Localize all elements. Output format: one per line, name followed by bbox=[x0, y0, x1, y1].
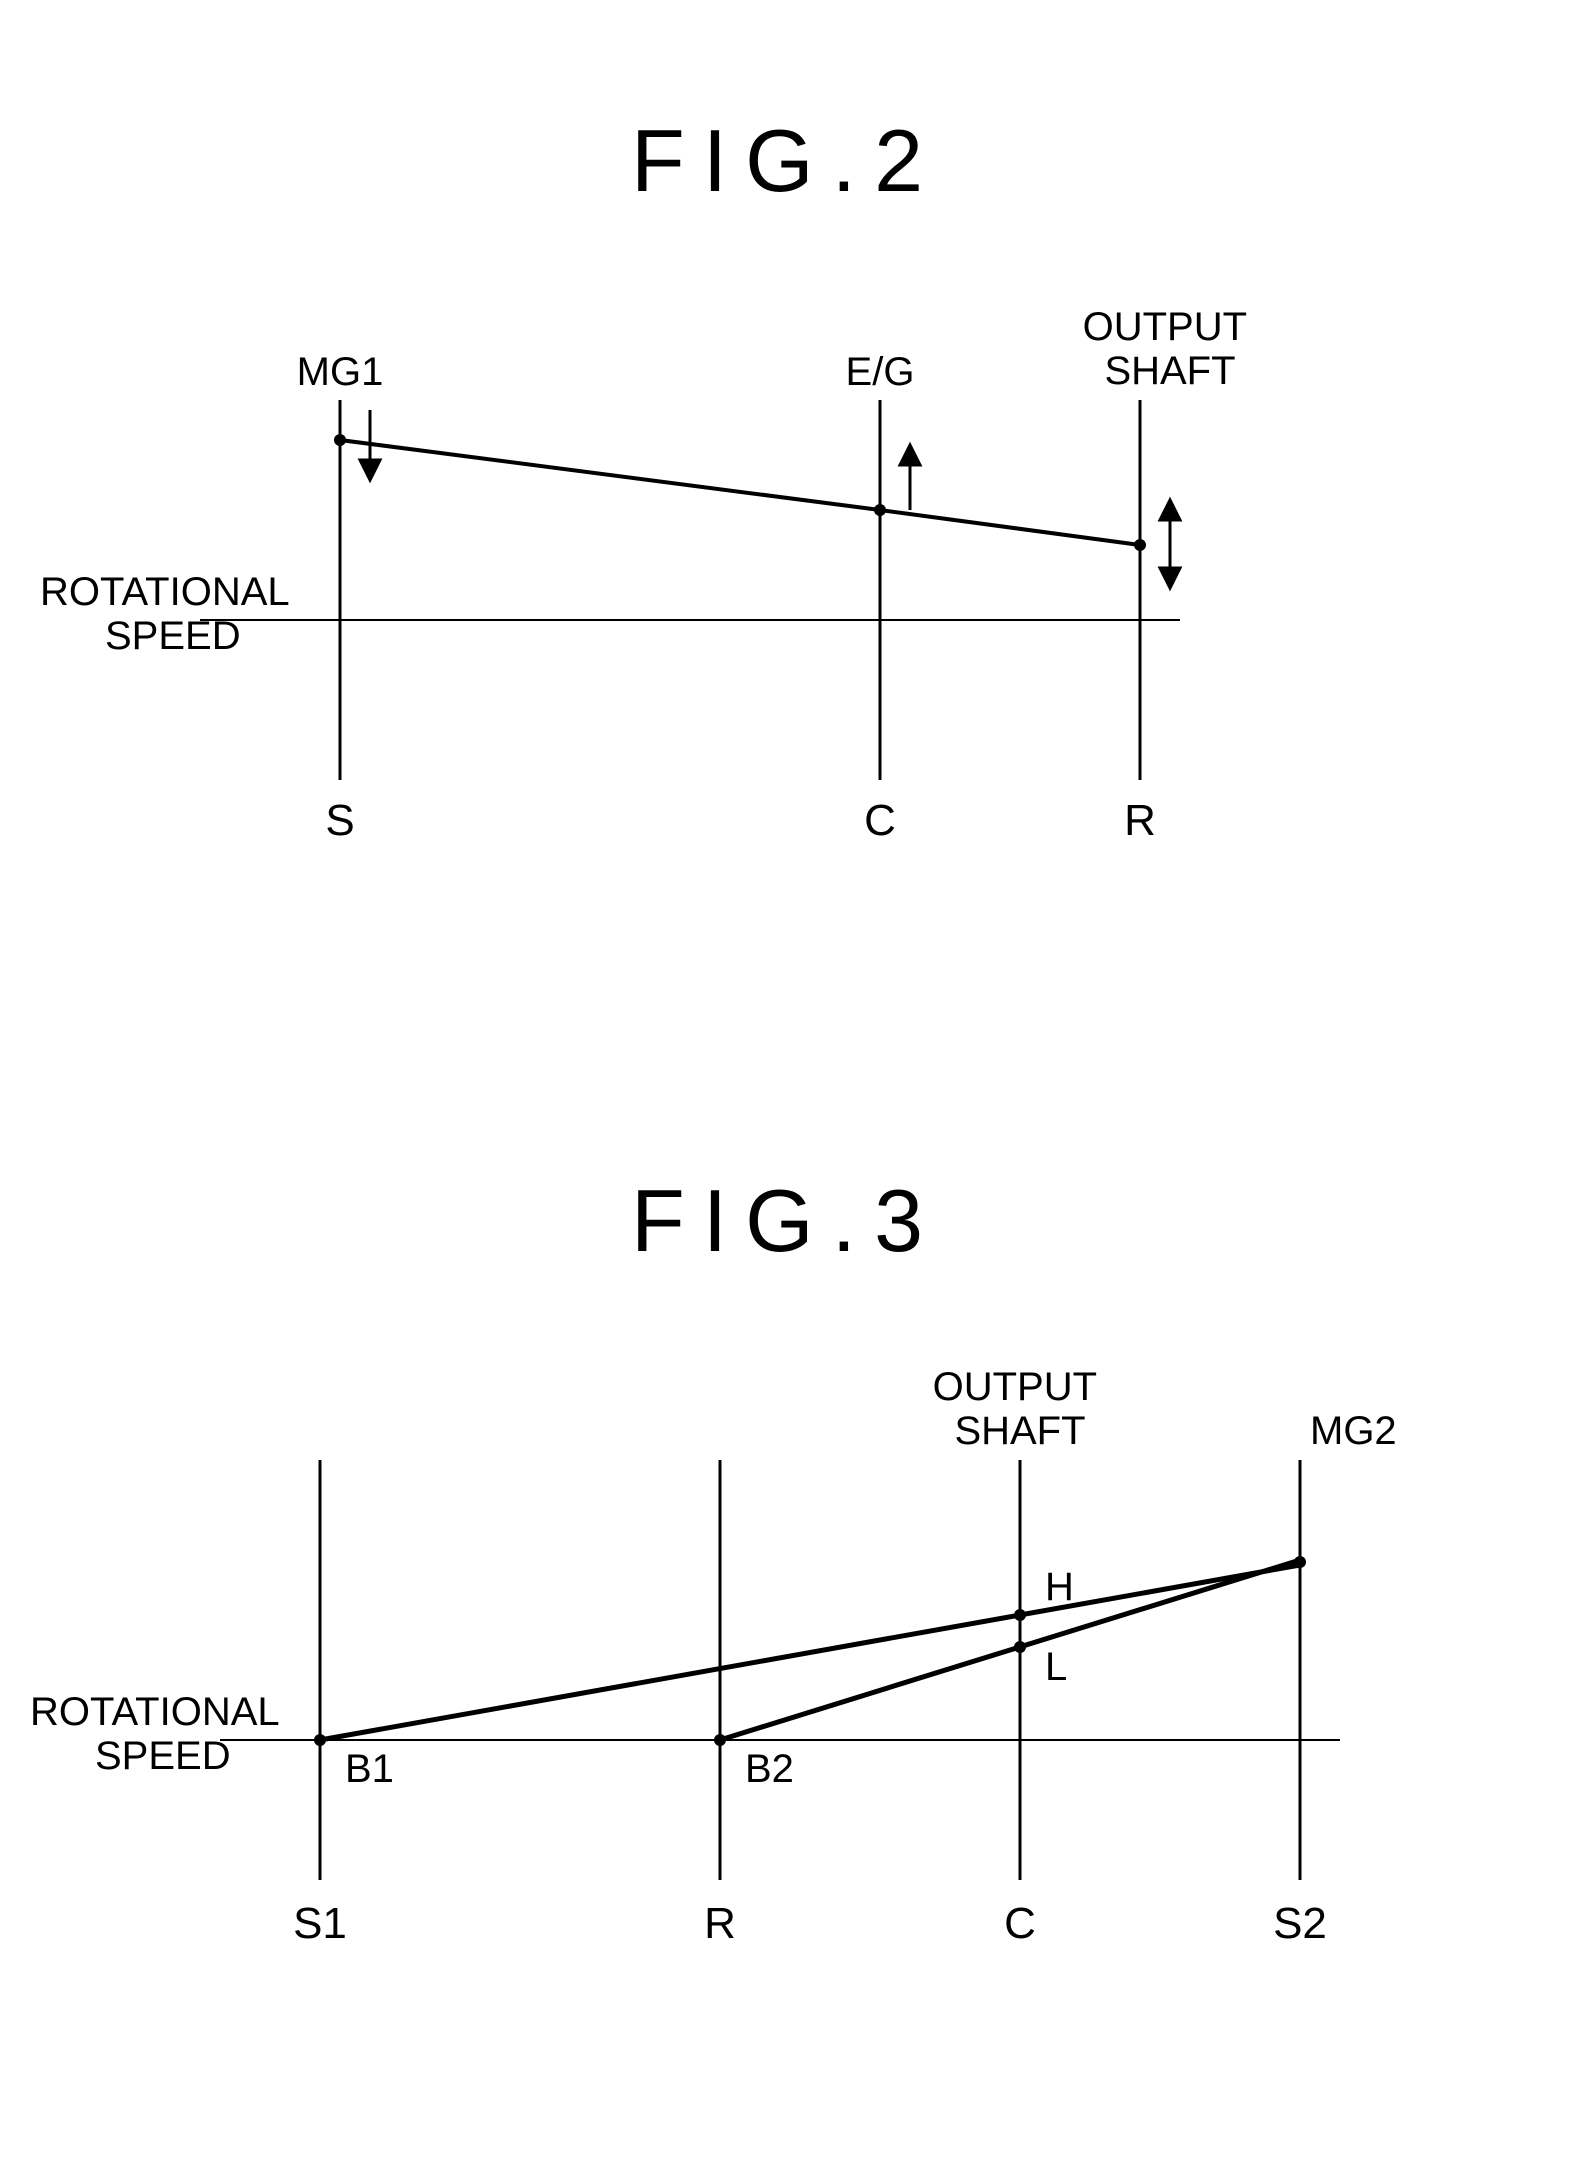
fig3-point-b1 bbox=[314, 1734, 326, 1746]
fig2-bottom-label-s: S bbox=[325, 796, 354, 845]
fig3-y-label-line1: ROTATIONAL bbox=[30, 1690, 278, 1734]
fig2-output-line2: SHAFT bbox=[1104, 349, 1235, 393]
fig2-point-r bbox=[1134, 539, 1146, 551]
fig3-bottom-label-s1: S1 bbox=[293, 1899, 347, 1948]
fig3-point-h bbox=[1014, 1609, 1026, 1621]
fig3-bottom-label-s2: S2 bbox=[1273, 1899, 1327, 1948]
fig3-y-label: ROTATIONAL SPEED bbox=[30, 1690, 289, 1778]
fig2-y-label: ROTATIONAL SPEED bbox=[40, 570, 299, 658]
fig2-point-s bbox=[334, 434, 346, 446]
fig3-bottom-label-r: R bbox=[704, 1899, 736, 1948]
fig3-output-line1: OUTPUT bbox=[933, 1365, 1097, 1409]
fig2-top-label-mg1: MG1 bbox=[297, 350, 384, 394]
fig2-bottom-label-c: C bbox=[864, 796, 896, 845]
fig2-top-label-output-shaft: OUTPUT SHAFT bbox=[1083, 305, 1258, 393]
fig3-b2-label: B2 bbox=[745, 1747, 794, 1791]
fig3-point-s2 bbox=[1294, 1556, 1306, 1568]
fig3-bottom-label-c: C bbox=[1004, 1899, 1036, 1948]
fig2-point-c bbox=[874, 504, 886, 516]
fig2-arrow-c-up bbox=[900, 445, 920, 510]
fig2-arrow-r-double bbox=[1160, 500, 1180, 588]
fig3-b1-label: B1 bbox=[345, 1747, 394, 1791]
fig2-y-label-line1: ROTATIONAL bbox=[40, 570, 288, 614]
fig2-y-label-line2: SPEED bbox=[105, 614, 241, 658]
diagram-canvas: MG1 E/G OUTPUT SHAFT S C R ROTATIONAL SP… bbox=[0, 0, 1572, 2178]
fig3-l-line bbox=[720, 1560, 1300, 1740]
fig3-top-label-mg2: MG2 bbox=[1310, 1409, 1397, 1453]
fig3-l-label: L bbox=[1045, 1645, 1067, 1689]
fig3-h-label: H bbox=[1045, 1565, 1074, 1609]
fig2-top-label-eg: E/G bbox=[846, 350, 915, 394]
fig2-speed-line bbox=[340, 440, 1140, 545]
fig3-top-label-output-shaft: OUTPUT SHAFT bbox=[933, 1365, 1108, 1453]
fig3-output-line2: SHAFT bbox=[954, 1409, 1085, 1453]
fig2-output-line1: OUTPUT bbox=[1083, 305, 1247, 349]
fig3-y-label-line2: SPEED bbox=[95, 1734, 231, 1778]
fig3-point-l bbox=[1014, 1641, 1026, 1653]
fig2-bottom-label-r: R bbox=[1124, 796, 1156, 845]
fig3-point-b2 bbox=[714, 1734, 726, 1746]
